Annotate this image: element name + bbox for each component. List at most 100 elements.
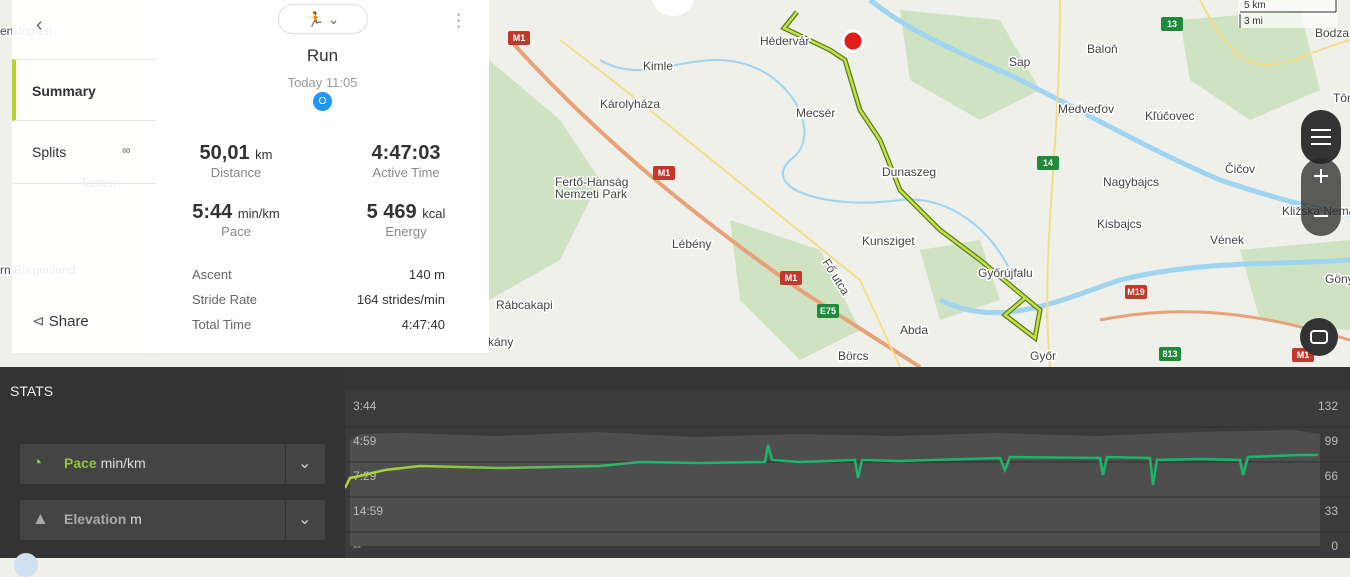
map-label: Rábcakapi [496, 298, 553, 312]
stat-label: Energy [385, 224, 427, 239]
dropdown-arrow: ⌄ [298, 455, 312, 472]
map-label: Győr [1030, 349, 1056, 363]
metric-icon: ▲ [32, 509, 49, 528]
tab-label: Splits [32, 144, 67, 160]
map-label: Nagybajcs [1103, 175, 1159, 189]
road-shield [1161, 17, 1183, 31]
map-label: Vének [1210, 233, 1245, 247]
metric-unit: min/km [100, 455, 146, 471]
road-shield [1125, 285, 1147, 299]
stats-panel: STATS ◔ Pace min/km ⌄ ▲ Elevation m ⌄ [0, 367, 345, 577]
metric-selector[interactable]: ◔ Pace min/km ⌄ [20, 444, 325, 484]
left-axis-label: 14:59 [353, 504, 383, 518]
map-label: Nemzeti Park [555, 187, 628, 201]
detail-value: 4:47:40 [401, 317, 445, 332]
right-axis-label: 99 [1325, 434, 1339, 448]
map-label: Čičov [1225, 161, 1255, 176]
map-label: Sap [1009, 55, 1031, 69]
metric-name: Elevation [64, 511, 127, 527]
share-label: Share [48, 313, 89, 330]
right-axis-label: 0 [1331, 539, 1338, 553]
map-label: Tôn [1333, 91, 1350, 105]
map-label: Kľúčovec [1145, 109, 1195, 123]
share-button[interactable]: ⊲ Share [32, 312, 89, 330]
metric-text: Elevation m [64, 511, 142, 527]
road-shield-label: 13 [1167, 19, 1177, 29]
back-button[interactable]: ‹ [36, 14, 43, 36]
right-axis-label: 132 [1318, 399, 1338, 413]
left-axis-label: -- [353, 539, 361, 553]
stat: 4:47:03 Active Time [336, 142, 476, 180]
map-label: Győrújfalu [978, 266, 1033, 280]
stat-value: 5 469 kcal [336, 201, 476, 224]
stat-value: 4:47:03 [336, 142, 476, 165]
scale-km: 5 km [1244, 0, 1266, 11]
detail-label: Total Time [192, 317, 252, 332]
route [782, 11, 1042, 341]
map-label: kány [488, 335, 513, 349]
splits-tab[interactable]: Splits ∞ [12, 121, 156, 184]
share-icon: ⊲ [32, 313, 45, 330]
stat-unit: min/km [237, 206, 280, 221]
summary-panel: 🏃 ⌄ · · · Run Today 11:05 O 50,01 km Distan… [156, 0, 489, 353]
detail-label: Stride Rate [192, 292, 258, 307]
map-label: Károlyháza [600, 97, 660, 111]
road-shield-label: M1 [658, 168, 671, 178]
map-tab [651, 0, 695, 16]
route-marker [841, 29, 865, 53]
fullscreen-button[interactable] [1300, 318, 1338, 356]
metric-text: Pace min/km [64, 455, 146, 471]
metric-selector[interactable]: ▲ Elevation m ⌄ [20, 500, 325, 540]
map-label: Abda [900, 323, 928, 337]
link-icon: ∞ [122, 143, 131, 157]
workout-title: Run [306, 46, 339, 65]
stat-number: 5 469 [366, 201, 417, 223]
fullscreen-icon [1310, 330, 1328, 344]
road-shield-label: 14 [1043, 158, 1053, 168]
road-shield-label: M1 [513, 33, 526, 43]
stats-title: STATS [10, 383, 54, 399]
metric-unit: m [130, 511, 142, 527]
sidebar: ‹ Summary Splits ∞ ⊲ Share [12, 0, 156, 353]
pace-line [345, 444, 1318, 489]
left-axis-label: 3:44 [353, 399, 377, 413]
detail-value: 140 m [408, 267, 445, 282]
detail-label: Ascent [192, 267, 232, 282]
zoom-control[interactable] [1301, 158, 1341, 236]
road-shield-label: M1 [785, 273, 798, 283]
map-label: Kunsziget [862, 234, 915, 248]
road-shield-label: 813 [1162, 349, 1177, 359]
chart-header [345, 367, 1350, 391]
left-axis-label: 4:59 [353, 434, 377, 448]
map-label: Baloň [1087, 42, 1118, 56]
stat: 5:44 min/km Pace [166, 201, 306, 239]
map-label: Medveďov [1058, 102, 1114, 116]
divider [285, 444, 286, 484]
more-button[interactable]: · · · [456, 6, 462, 35]
stat-label: Active Time [372, 165, 440, 180]
road-shield [780, 271, 802, 285]
summary-tab[interactable]: Summary [12, 59, 156, 121]
workout-time: Today 11:05 [287, 75, 358, 90]
stat-value: 50,01 km [166, 142, 306, 165]
stat: 5 469 kcal Energy [336, 201, 476, 239]
map-label: Gönyű [1325, 272, 1350, 286]
stat-number: 50,01 [199, 142, 250, 164]
activity-selector[interactable]: 🏃 ⌄ [278, 4, 368, 34]
stat-number: 4:47:03 [371, 142, 441, 164]
divider [285, 500, 286, 540]
road-shield [1159, 347, 1181, 361]
stat-label: Pace [221, 224, 251, 239]
scale-bar [1239, 0, 1337, 28]
stat-number: 5:44 [192, 201, 233, 223]
map-label: Kimle [643, 59, 673, 73]
right-axis-label: 66 [1325, 469, 1339, 483]
stat-unit: km [255, 147, 273, 162]
dropdown-arrow: ⌄ [298, 511, 312, 528]
road-shield [1037, 156, 1059, 170]
avatar [14, 553, 38, 577]
map-label: Bodza [1315, 26, 1349, 40]
right-axis-label: 33 [1325, 504, 1339, 518]
road-shield [508, 31, 530, 45]
